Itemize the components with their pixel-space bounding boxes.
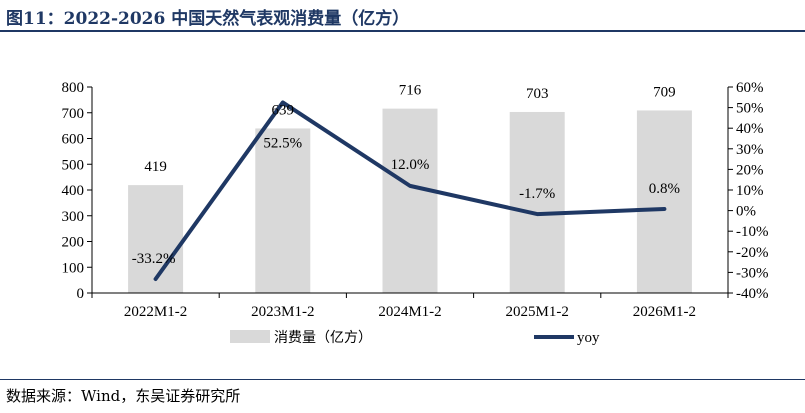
right-tick-label: 40% — [736, 121, 764, 137]
yoy-value-label: -1.7% — [519, 186, 555, 202]
left-tick-label: 400 — [62, 183, 85, 199]
right-tick-label: 10% — [736, 183, 764, 199]
right-tick-label: -20% — [736, 245, 769, 261]
left-tick-label: 200 — [62, 235, 85, 251]
legend-label-bar: 消费量（亿方） — [274, 330, 372, 346]
left-tick-label: 500 — [62, 157, 85, 173]
right-tick-label: -40% — [736, 286, 769, 302]
left-tick-label: 800 — [62, 80, 85, 96]
bar-2024M1-2 — [382, 108, 438, 293]
chart-title: 图11：2022-2026 中国天然气表观消费量（亿方） — [6, 9, 410, 29]
yoy-value-label: -33.2% — [132, 251, 176, 267]
right-tick-label: -30% — [736, 265, 769, 281]
yoy-value-label: 12.0% — [391, 157, 430, 173]
left-tick-label: 700 — [62, 106, 85, 122]
x-tick-label: 2025M1-2 — [506, 304, 569, 320]
source-divider — [0, 379, 805, 380]
x-tick-label: 2022M1-2 — [124, 304, 187, 320]
right-tick-label: 50% — [736, 101, 764, 117]
bar-value-label: 639 — [272, 102, 295, 118]
bar-value-label: 716 — [399, 83, 422, 99]
yoy-value-label: 0.8% — [649, 181, 680, 197]
right-tick-label: 20% — [736, 162, 764, 178]
legend-swatch-bar — [230, 330, 270, 343]
right-tick-label: 0% — [736, 204, 756, 220]
bar-value-label: 419 — [144, 159, 167, 175]
left-tick-label: 600 — [62, 132, 85, 148]
x-tick-label: 2024M1-2 — [378, 304, 441, 320]
bar-2023M1-2 — [255, 128, 311, 293]
title-divider — [0, 30, 805, 32]
title-bar: 图11：2022-2026 中国天然气表观消费量（亿方） — [0, 0, 805, 30]
bar-value-label: 703 — [526, 86, 549, 102]
right-tick-label: -10% — [736, 224, 769, 240]
bar-2026M1-2 — [636, 110, 692, 294]
source-note: 数据来源：Wind，东吴证券研究所 — [6, 387, 241, 405]
x-tick-label: 2023M1-2 — [251, 304, 314, 320]
right-tick-label: 60% — [736, 80, 764, 96]
yoy-value-label: 52.5% — [263, 135, 302, 151]
bar-value-label: 709 — [653, 84, 676, 100]
x-tick-label: 2026M1-2 — [633, 304, 696, 320]
yoy-line — [153, 100, 667, 281]
left-tick-label: 100 — [62, 260, 85, 276]
right-tick-label: 30% — [736, 142, 764, 158]
bar-2025M1-2 — [509, 111, 565, 293]
bar-2022M1-2 — [128, 185, 184, 293]
left-tick-label: 300 — [62, 209, 85, 225]
left-tick-label: 0 — [77, 286, 85, 302]
legend-label-line: yoy — [577, 330, 600, 346]
